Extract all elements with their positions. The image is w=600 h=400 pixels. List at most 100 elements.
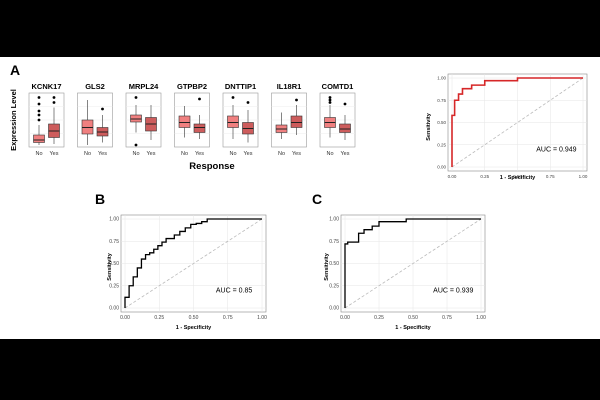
boxplot-panels: KCNK17 No Yes GLS2 No Yes MRPL24 No Yes GTPBP2 No Y… (28, 82, 356, 157)
category-label: Yes (50, 151, 59, 157)
panel-label-b: B (95, 191, 105, 207)
category-label: Yes (292, 151, 301, 157)
outlier-no (328, 101, 332, 104)
x-tick-label: 0.50 (408, 315, 418, 321)
roc-xlabel: 1 - Specificity (500, 175, 536, 181)
box-no (33, 134, 45, 143)
outlier-no (134, 143, 138, 147)
category-label: No (278, 151, 285, 157)
x-tick-label: 1.00 (579, 174, 588, 179)
x-tick-label: 0.75 (546, 174, 555, 179)
reference-diagonal (451, 77, 584, 168)
y-tick-label: 0.00 (109, 306, 119, 312)
auc-annotation: AUC = 0.85 (216, 288, 252, 295)
roc-panels: 0.000.000.250.250.500.500.750.751.001.00… (107, 73, 588, 331)
gene-title: GLS2 (85, 82, 105, 91)
x-tick-label: 0.00 (120, 315, 130, 321)
gene-title: KCNK17 (31, 82, 61, 91)
boxplot-panel-il18r1: IL18R1 No Yes (271, 82, 307, 157)
y-tick-label: 0.25 (109, 283, 119, 289)
category-label: No (84, 151, 91, 157)
gene-title: COMTD1 (322, 82, 354, 91)
outlier-no (328, 96, 332, 99)
boxplot-xlabel: Response (189, 161, 234, 172)
outlier-no (37, 109, 41, 113)
outlier-no (134, 96, 138, 99)
x-tick-label: 0.00 (340, 315, 350, 321)
outlier-yes (246, 101, 250, 104)
boxplot-panel-gls2: GLS2 No Yes (77, 82, 113, 157)
box-yes (290, 115, 303, 128)
outlier-no (231, 96, 235, 99)
x-tick-label: 0.25 (154, 315, 164, 321)
outlier-yes (52, 101, 56, 104)
roc-curve (344, 218, 481, 308)
x-tick-label: 1.00 (476, 315, 486, 321)
category-label: Yes (244, 151, 253, 157)
y-tick-label: 0.00 (437, 165, 446, 170)
category-label: Yes (147, 151, 156, 157)
roc-panel-0: 0.000.00 0.25 0.25 0.50 0.50 0.75 0.75 1.00 1.00… (426, 73, 588, 181)
y-tick-label: 0.75 (437, 98, 446, 103)
y-tick-label: 1.00 (109, 217, 119, 223)
box-yes (339, 123, 351, 133)
figure-canvas: A B C Expression Level Response KCNK17 No… (0, 57, 600, 339)
y-tick-label: 0.25 (437, 142, 446, 147)
outlier-yes (295, 98, 298, 102)
category-label: No (181, 151, 188, 157)
outlier-no (328, 98, 332, 102)
box-yes (193, 123, 206, 133)
x-tick-label: 0.50 (189, 315, 199, 321)
reference-diagonal (344, 218, 482, 309)
category-label: No (229, 151, 236, 157)
outlier-yes (52, 96, 56, 99)
outlier-no (37, 118, 41, 122)
outlier-no (37, 113, 41, 117)
roc-panel-1: 0.000.00 0.25 0.25 0.50 0.50 0.75 0.75 1.00 1.00… (107, 214, 267, 331)
roc-ylabel: Sensitivity (107, 252, 113, 280)
x-tick-label: 0.75 (442, 315, 452, 321)
y-tick-label: 0.00 (329, 306, 339, 312)
boxplot-panel-dnttip1: DNTTIP1 No Yes (222, 82, 259, 157)
boxplot-panel-comtd1: COMTD1 No Yes (319, 82, 356, 157)
y-tick-label: 0.25 (329, 283, 339, 289)
outlier-yes (343, 102, 347, 106)
y-tick-label: 1.00 (329, 217, 339, 223)
x-tick-label: 0.50 (513, 174, 522, 179)
gene-title: GTPBP2 (177, 82, 207, 91)
outlier-yes (198, 97, 201, 101)
x-tick-label: 0.25 (374, 315, 384, 321)
box-no (178, 115, 191, 128)
roc-xlabel: 1 - Specificity (176, 325, 212, 331)
outlier-no (37, 102, 41, 106)
y-tick-label: 0.75 (109, 239, 119, 245)
panel-label-a: A (10, 62, 20, 78)
x-tick-label: 0.00 (448, 174, 457, 179)
box-no (227, 115, 239, 128)
boxplot-panel-gtpbp2: GTPBP2 No Yes (174, 82, 210, 157)
roc-curve (451, 77, 583, 167)
y-tick-label: 1.00 (437, 76, 446, 81)
auc-annotation: AUC = 0.949 (536, 147, 576, 154)
outlier-no (37, 96, 41, 99)
roc-curve (124, 218, 262, 308)
category-label: Yes (195, 151, 204, 157)
category-label: No (132, 151, 139, 157)
x-tick-label: 0.75 (223, 315, 233, 321)
panel-label-c: C (312, 191, 322, 207)
category-label: No (326, 151, 333, 157)
y-tick-label: 0.50 (437, 120, 446, 125)
boxplot-panel-kcnk17: KCNK17 No Yes (28, 82, 65, 157)
roc-panel-2: 0.000.00 0.25 0.25 0.50 0.50 0.75 0.75 1.00 1.00… (324, 214, 486, 331)
boxplot-ylabel: Expression Level (9, 89, 18, 151)
category-label: No (35, 151, 42, 157)
y-tick-label: 0.50 (329, 261, 339, 267)
roc-ylabel: Sensitivity (324, 252, 330, 280)
category-label: Yes (98, 151, 107, 157)
figure: A B C Expression Level Response KCNK17 No… (9, 62, 588, 331)
gene-title: IL18R1 (277, 82, 302, 91)
x-tick-label: 1.00 (257, 315, 267, 321)
roc-ylabel: Sensitivity (426, 112, 432, 140)
auc-annotation: AUC = 0.939 (433, 288, 473, 295)
y-tick-label: 0.75 (329, 239, 339, 245)
